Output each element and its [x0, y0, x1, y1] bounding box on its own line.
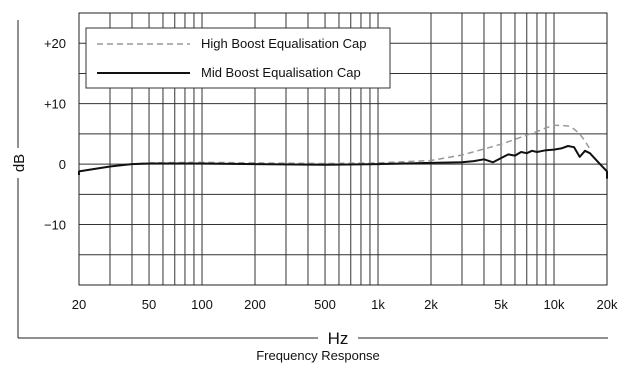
x-axis-label: Hz — [328, 329, 349, 348]
x-tick-label: 2k — [424, 297, 438, 312]
y-tick-label: +20 — [44, 36, 66, 51]
x-tick-label: 500 — [314, 297, 336, 312]
legend-box — [85, 27, 391, 89]
x-tick-label: 1k — [371, 297, 385, 312]
y-tick-label: 0 — [59, 157, 66, 172]
x-tick-label: 100 — [191, 297, 213, 312]
legend-label-mid-boost: Mid Boost Equalisation Cap — [201, 65, 361, 80]
x-tick-label: 20k — [597, 297, 618, 312]
x-tick-label: 20 — [72, 297, 86, 312]
x-tick-label: 5k — [494, 297, 508, 312]
legend-label-high-boost: High Boost Equalisation Cap — [201, 36, 367, 51]
legend: High Boost Equalisation Cap Mid Boost Eq… — [85, 27, 391, 89]
y-tick-label: −10 — [44, 218, 66, 233]
y-tick-label: +10 — [44, 97, 66, 112]
chart-caption: Frequency Response — [256, 348, 380, 363]
x-tick-labels: 20 50 100 200 500 1k 2k 5k 10k 20k — [72, 297, 618, 312]
y-axis-label: dB — [11, 154, 28, 172]
x-tick-label: 200 — [244, 297, 266, 312]
series-line-mid-boost — [78, 145, 608, 179]
y-tick-labels: +20 +10 0 −10 — [44, 36, 66, 232]
plot-frame — [78, 12, 608, 286]
x-tick-label: 10k — [544, 297, 565, 312]
x-tick-label: 50 — [142, 297, 156, 312]
series-layer — [78, 124, 608, 179]
